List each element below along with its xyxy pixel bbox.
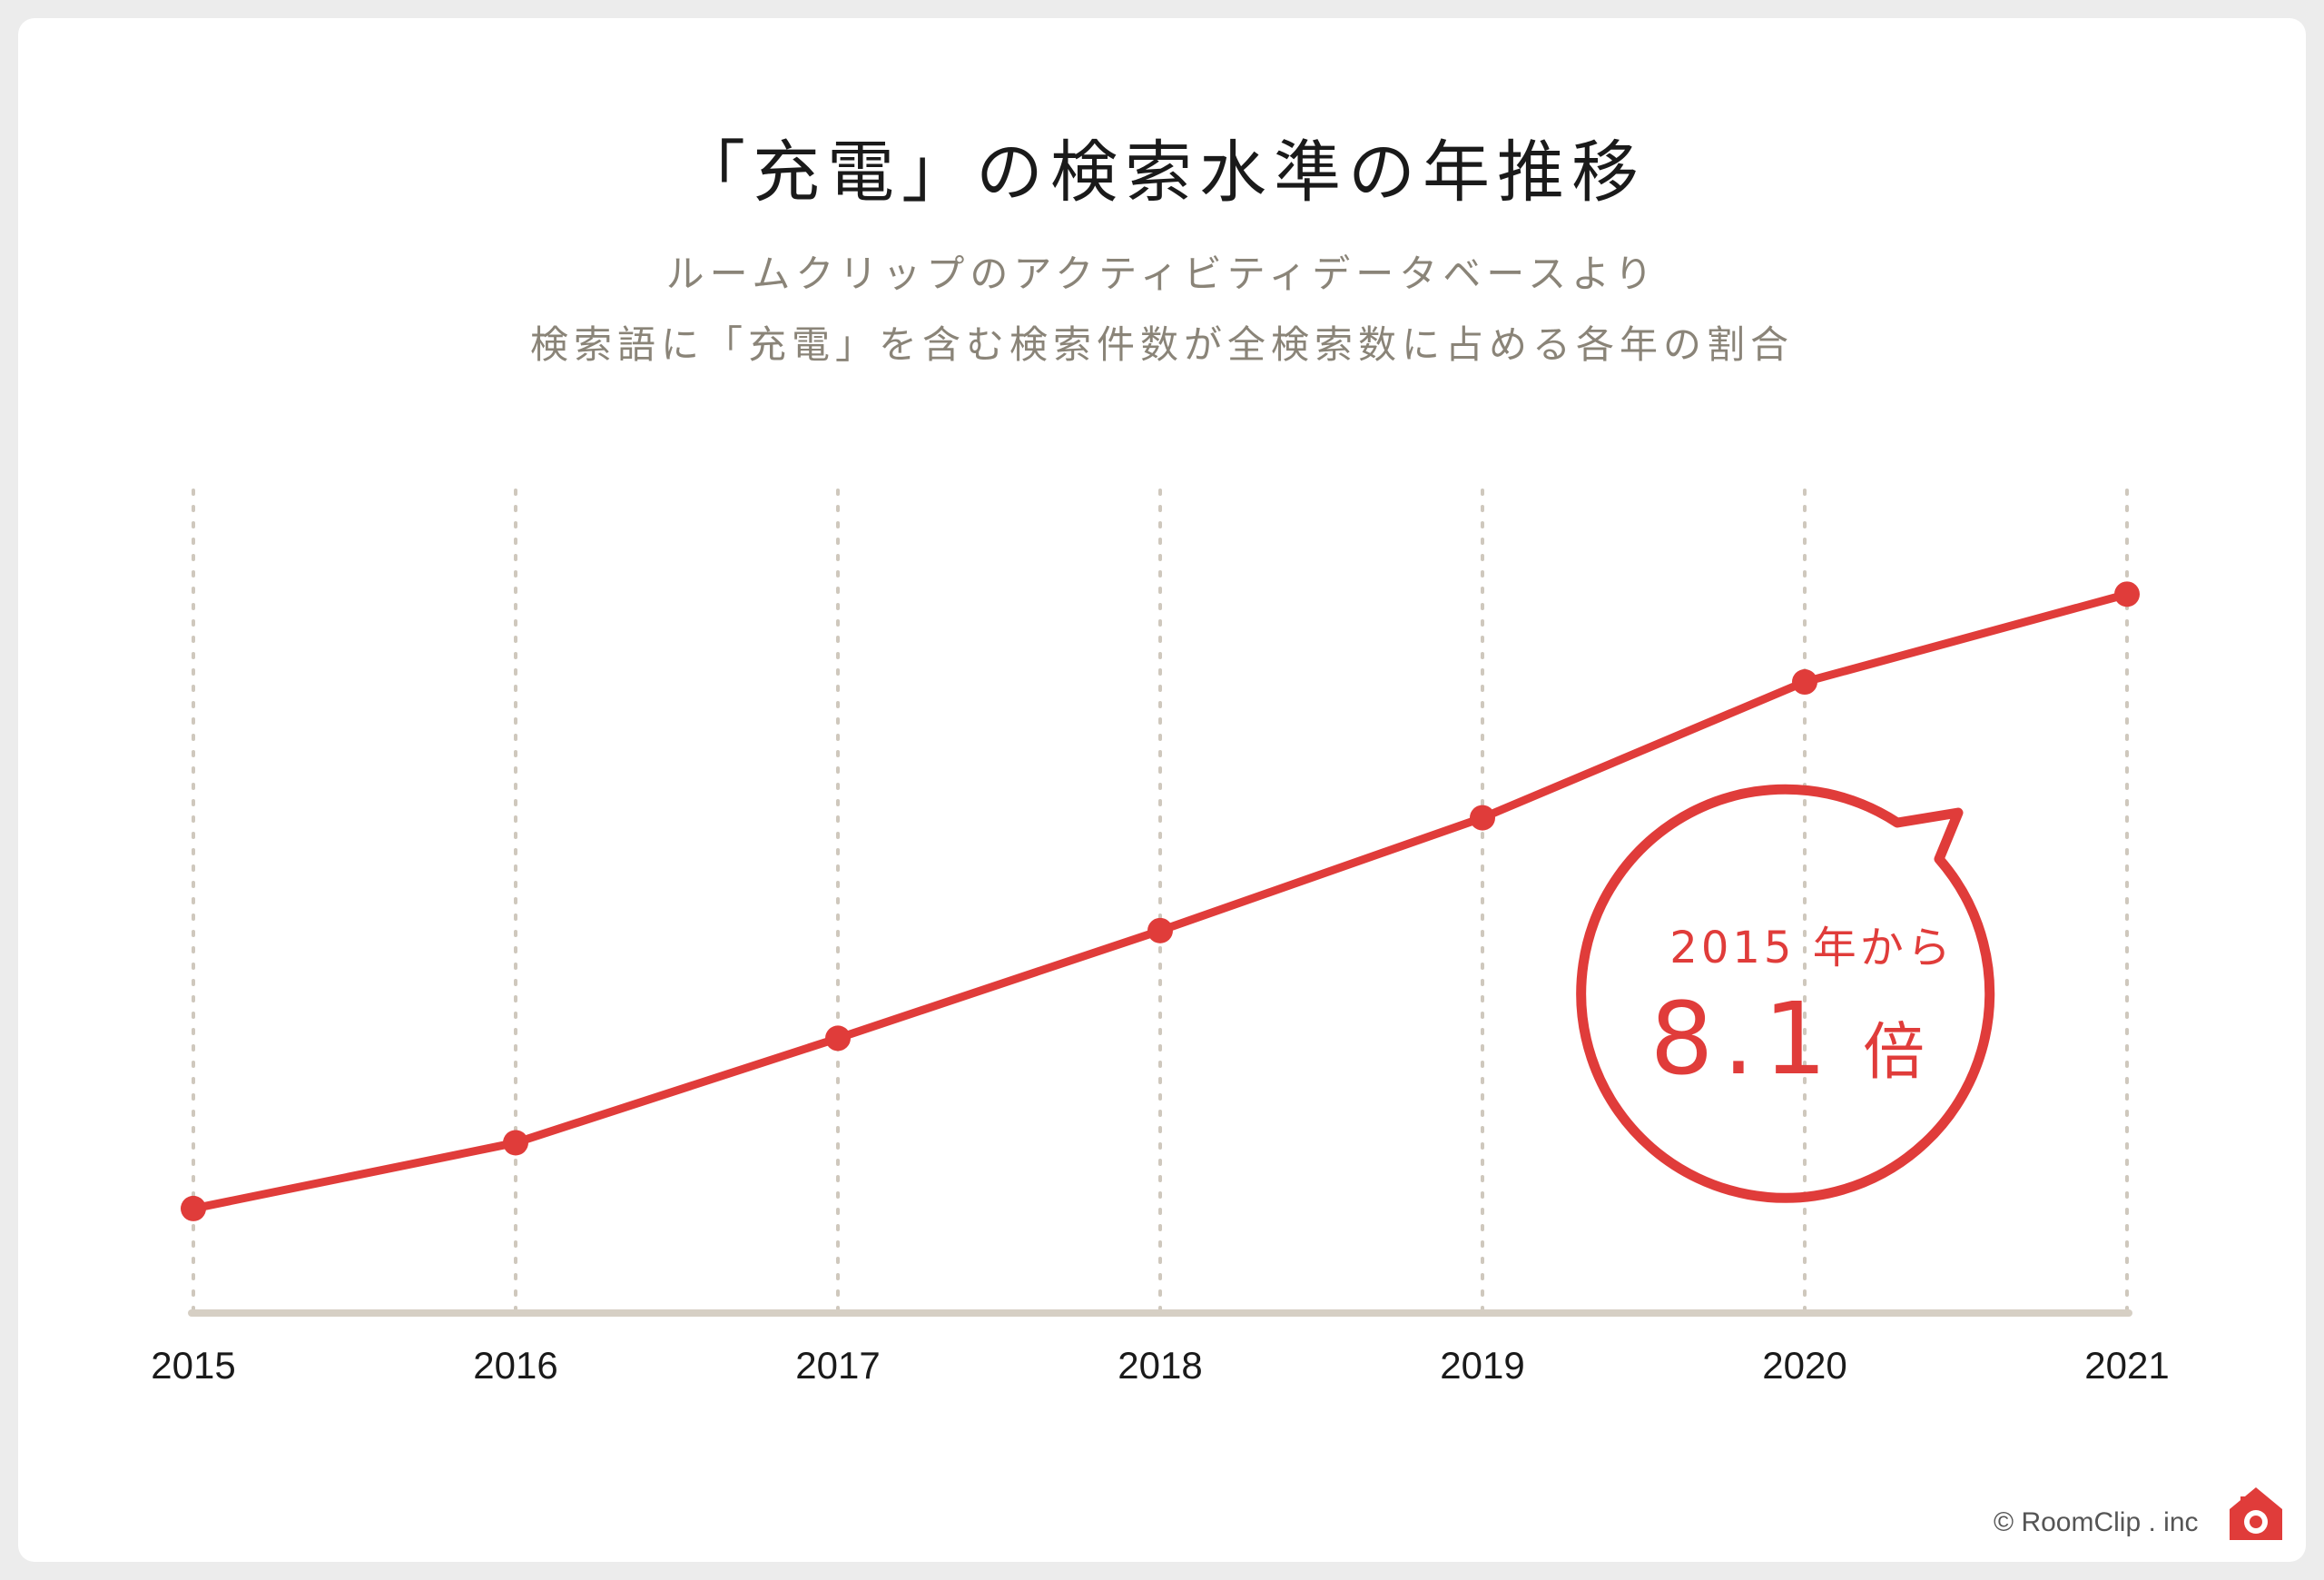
data-point-2017 bbox=[825, 1025, 851, 1052]
data-points bbox=[181, 581, 2140, 1221]
callout-unit: 倍 bbox=[1863, 1017, 1925, 1089]
chart-title: 「充電」の検索水準の年推移 bbox=[678, 133, 1646, 212]
x-tick-label: 2020 bbox=[1762, 1344, 1846, 1387]
chart-subtitle-line2: 検索語に「充電」を含む検索件数が全検索数に占める各年の割合 bbox=[529, 322, 1794, 367]
callout-line1: 2015 年から bbox=[1669, 923, 1954, 973]
x-tick-labels: 2015 2016 2017 2018 2019 2020 2021 bbox=[151, 1344, 2169, 1387]
roomclip-logo-icon bbox=[2230, 1487, 2282, 1540]
gridlines bbox=[192, 489, 2129, 1315]
x-tick-label: 2015 bbox=[151, 1344, 235, 1387]
x-tick-label: 2019 bbox=[1440, 1344, 1524, 1387]
x-tick-label: 2016 bbox=[473, 1344, 557, 1387]
callout-bubble: 2015 年から 8.1 倍 bbox=[1576, 784, 1995, 1203]
copyright-footer: © RoomClip . inc bbox=[1994, 1507, 2199, 1537]
callout-outline bbox=[1576, 784, 1995, 1203]
data-point-2016 bbox=[503, 1130, 528, 1156]
callout-value: 8.1 bbox=[1650, 981, 1837, 1097]
data-point-2021 bbox=[2114, 581, 2140, 607]
x-tick-label: 2018 bbox=[1118, 1344, 1202, 1387]
x-tick-label: 2017 bbox=[795, 1344, 880, 1387]
chart-card bbox=[18, 18, 2306, 1562]
data-point-2020 bbox=[1792, 669, 1817, 696]
chart-subtitle-line1: ルームクリップのアクティビティデータベースより bbox=[665, 252, 1659, 296]
data-point-2015 bbox=[181, 1195, 206, 1221]
data-point-2018 bbox=[1147, 917, 1173, 943]
x-tick-label: 2021 bbox=[2084, 1344, 2169, 1387]
data-point-2019 bbox=[1470, 805, 1495, 831]
